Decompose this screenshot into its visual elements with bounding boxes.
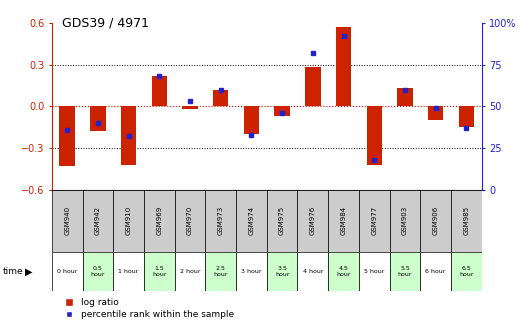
Text: 4 hour: 4 hour bbox=[303, 269, 323, 274]
Bar bbox=[397, 88, 413, 106]
Bar bbox=[236, 252, 267, 291]
Text: GSM975: GSM975 bbox=[279, 206, 285, 235]
Bar bbox=[144, 252, 175, 291]
Bar bbox=[182, 106, 198, 109]
Bar bbox=[82, 252, 113, 291]
Text: GSM942: GSM942 bbox=[95, 206, 101, 235]
Bar bbox=[420, 190, 451, 252]
Bar bbox=[390, 190, 420, 252]
Bar bbox=[328, 252, 359, 291]
Text: 0.5
hour: 0.5 hour bbox=[91, 266, 105, 277]
Bar bbox=[175, 252, 205, 291]
Text: 5 hour: 5 hour bbox=[364, 269, 384, 274]
Bar bbox=[359, 252, 390, 291]
Text: 3 hour: 3 hour bbox=[241, 269, 262, 274]
Bar bbox=[175, 190, 205, 252]
Text: 2 hour: 2 hour bbox=[180, 269, 200, 274]
Bar bbox=[236, 190, 267, 252]
Text: 5.5
hour: 5.5 hour bbox=[398, 266, 412, 277]
Bar bbox=[113, 190, 144, 252]
Text: GSM910: GSM910 bbox=[125, 206, 132, 235]
Bar bbox=[428, 106, 443, 120]
Text: GSM974: GSM974 bbox=[249, 206, 254, 235]
Text: GSM985: GSM985 bbox=[464, 206, 469, 235]
Bar bbox=[213, 90, 228, 106]
Bar bbox=[451, 252, 482, 291]
Bar bbox=[144, 190, 175, 252]
Text: GSM970: GSM970 bbox=[187, 206, 193, 235]
Bar bbox=[205, 190, 236, 252]
Text: GDS39 / 4971: GDS39 / 4971 bbox=[62, 16, 149, 29]
Bar bbox=[390, 252, 420, 291]
Text: GSM984: GSM984 bbox=[340, 206, 347, 235]
Text: 1 hour: 1 hour bbox=[119, 269, 139, 274]
Bar bbox=[121, 106, 136, 165]
Bar bbox=[297, 252, 328, 291]
Text: time: time bbox=[3, 267, 23, 276]
Bar bbox=[420, 252, 451, 291]
Bar bbox=[305, 67, 321, 106]
Bar bbox=[336, 27, 351, 106]
Bar bbox=[244, 106, 259, 134]
Bar bbox=[367, 106, 382, 165]
Text: GSM969: GSM969 bbox=[156, 206, 162, 235]
Text: 6.5
hour: 6.5 hour bbox=[459, 266, 473, 277]
Bar bbox=[359, 190, 390, 252]
Bar bbox=[113, 252, 144, 291]
Bar bbox=[328, 190, 359, 252]
Text: 3.5
hour: 3.5 hour bbox=[275, 266, 290, 277]
Text: GSM903: GSM903 bbox=[402, 206, 408, 235]
Text: GSM973: GSM973 bbox=[218, 206, 224, 235]
Text: GSM977: GSM977 bbox=[371, 206, 377, 235]
Bar bbox=[297, 190, 328, 252]
Text: GSM940: GSM940 bbox=[64, 206, 70, 235]
Bar bbox=[275, 106, 290, 116]
Bar bbox=[60, 106, 75, 166]
Text: GSM906: GSM906 bbox=[433, 206, 439, 235]
Text: 6 hour: 6 hour bbox=[425, 269, 446, 274]
Bar bbox=[267, 252, 297, 291]
Bar bbox=[52, 252, 82, 291]
Bar bbox=[52, 190, 82, 252]
Text: 2.5
hour: 2.5 hour bbox=[213, 266, 228, 277]
Bar bbox=[267, 190, 297, 252]
Bar bbox=[451, 190, 482, 252]
Text: 4.5
hour: 4.5 hour bbox=[336, 266, 351, 277]
Bar bbox=[152, 76, 167, 106]
Legend: log ratio, percentile rank within the sample: log ratio, percentile rank within the sa… bbox=[56, 295, 237, 322]
Bar bbox=[205, 252, 236, 291]
Bar bbox=[459, 106, 474, 127]
Text: ▶: ▶ bbox=[25, 267, 33, 276]
Bar bbox=[82, 190, 113, 252]
Bar bbox=[90, 106, 106, 131]
Text: 1.5
hour: 1.5 hour bbox=[152, 266, 166, 277]
Text: 0 hour: 0 hour bbox=[57, 269, 77, 274]
Text: GSM976: GSM976 bbox=[310, 206, 316, 235]
